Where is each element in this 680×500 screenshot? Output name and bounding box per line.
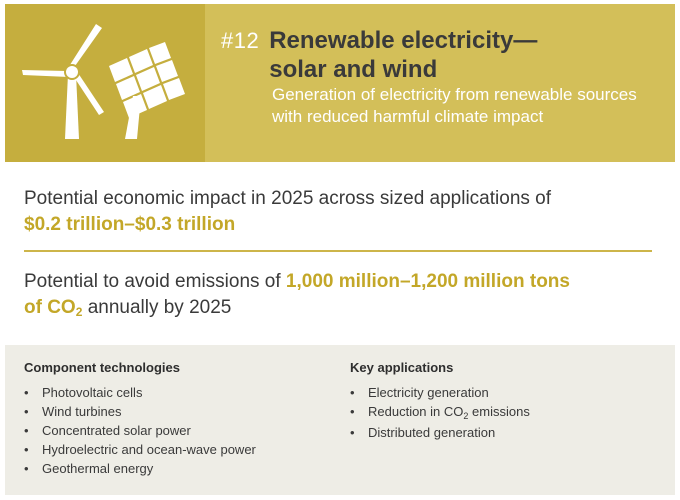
emissions-text-before: Potential to avoid emissions of (24, 271, 281, 292)
page-subtitle: Generation of electricity from renewable… (272, 85, 637, 126)
emissions-value-part1: 1,000 million–1,200 million tons (285, 271, 570, 292)
component-item: Geothermal energy (24, 459, 256, 478)
applications-heading: Key applications (350, 360, 454, 375)
economic-impact-value: $0.2 trillion–$0.3 trillion (24, 214, 236, 235)
co2-subscript: 2 (463, 411, 469, 421)
application-item: Distributed generation (350, 423, 530, 442)
page-title: Renewable electricity— solar and wind (269, 27, 538, 83)
application-item: Electricity generation (350, 383, 530, 402)
component-item: Concentrated solar power (24, 421, 256, 440)
component-item: Hydroelectric and ocean-wave power (24, 440, 256, 459)
emissions-statement: Potential to avoid emissions of 1,000 mi… (24, 269, 644, 322)
title-panel: #12 Renewable electricity— solar and win… (205, 4, 675, 162)
application-item: Reduction in CO2 emissions (350, 402, 530, 423)
applications-list: Electricity generation Reduction in CO2 … (350, 383, 530, 442)
economic-impact-statement: Potential economic impact in 2025 across… (24, 186, 644, 238)
application-text-suffix: emissions (468, 404, 530, 419)
solar-panel-icon (109, 42, 185, 139)
emissions-co2-subscript: 2 (75, 305, 83, 319)
component-item: Photovoltaic cells (24, 383, 256, 402)
economic-impact-text: Potential economic impact in 2025 across… (24, 188, 552, 209)
wind-turbine-icon (22, 24, 104, 139)
application-text: Electricity generation (368, 385, 489, 400)
opportunity-number: #12 (221, 28, 260, 53)
renewable-icons (22, 24, 185, 139)
component-item: Wind turbines (24, 402, 256, 421)
components-heading: Component technologies (24, 360, 180, 375)
icon-panel (5, 4, 205, 162)
emissions-value-part2: of CO (24, 297, 76, 318)
components-column: Component technologies Photovoltaic cell… (24, 360, 256, 478)
application-text: Reduction in CO (368, 404, 464, 419)
components-list: Photovoltaic cells Wind turbines Concent… (24, 383, 256, 478)
title-row: #12 Renewable electricity— solar and win… (221, 26, 539, 84)
applications-column: Key applications Electricity generation … (350, 360, 530, 442)
application-text: Distributed generation (368, 425, 496, 440)
header-banner: #12 Renewable electricity— solar and win… (5, 4, 675, 162)
emissions-text-after: annually by 2025 (87, 297, 232, 318)
divider-rule (24, 250, 652, 252)
details-panel: Component technologies Photovoltaic cell… (5, 345, 675, 495)
